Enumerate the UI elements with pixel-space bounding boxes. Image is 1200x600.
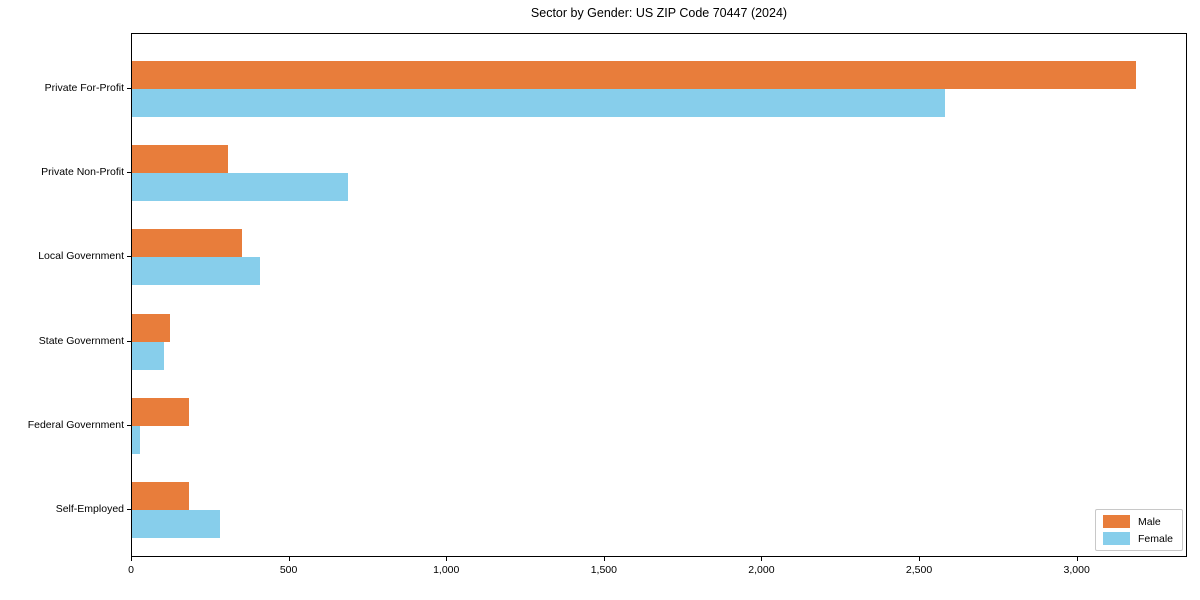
bar-male-private-for-profit xyxy=(132,61,1136,89)
y-axis-category-label: Private For-Profit xyxy=(44,82,124,94)
legend-item-female: Female xyxy=(1102,532,1173,545)
x-tick-label: 500 xyxy=(279,564,298,576)
bar-female-private-non-profit xyxy=(132,173,348,202)
bar-female-federal-government xyxy=(132,425,140,454)
y-tick xyxy=(127,256,131,258)
y-axis-category-label: Private Non-Profit xyxy=(41,166,124,179)
y-axis-category-label: Local Government xyxy=(38,250,124,263)
bar-male-state-government xyxy=(132,313,170,342)
plot-area xyxy=(131,33,1187,557)
x-tick xyxy=(1076,557,1078,561)
x-tick-label: 0 xyxy=(128,564,134,576)
x-tick-label: 1,500 xyxy=(590,564,617,576)
legend-item-male: Male xyxy=(1102,515,1173,528)
x-tick xyxy=(446,557,448,561)
legend-label-male: Male xyxy=(1137,515,1161,528)
x-tick xyxy=(131,557,132,561)
bar-female-local-government xyxy=(132,257,260,286)
x-tick xyxy=(603,557,605,561)
y-axis-category-label: Federal Government xyxy=(27,418,124,431)
male-series-swatch xyxy=(1102,515,1130,528)
x-tick-label: 2,500 xyxy=(905,564,933,576)
bar-male-local-government xyxy=(132,229,242,258)
bar-male-federal-government xyxy=(132,397,189,426)
bar-male-self-employed xyxy=(132,482,189,510)
x-tick xyxy=(761,557,763,561)
y-axis-category-label: Self-Employed xyxy=(55,503,124,515)
y-tick xyxy=(127,340,131,342)
y-tick xyxy=(127,509,131,510)
female-series-swatch xyxy=(1102,532,1130,545)
bar-female-private-for-profit xyxy=(132,89,945,117)
bar-female-state-government xyxy=(132,341,164,370)
y-tick xyxy=(127,88,131,89)
x-tick xyxy=(288,557,290,561)
x-tick xyxy=(919,557,921,561)
y-tick xyxy=(127,172,131,174)
legend-label-female: Female xyxy=(1137,532,1173,545)
bar-female-self-employed xyxy=(132,510,220,538)
bar-male-private-non-profit xyxy=(132,145,228,174)
chart-title: Sector by Gender: US ZIP Code 70447 (202… xyxy=(530,6,788,20)
y-tick xyxy=(127,424,131,426)
y-axis-category-label: State Government xyxy=(38,334,124,347)
x-tick-label: 1,000 xyxy=(433,564,460,576)
legend: Male Female xyxy=(1094,509,1183,551)
x-tick-label: 2,000 xyxy=(748,564,775,576)
x-tick-label: 3,000 xyxy=(1063,564,1090,576)
